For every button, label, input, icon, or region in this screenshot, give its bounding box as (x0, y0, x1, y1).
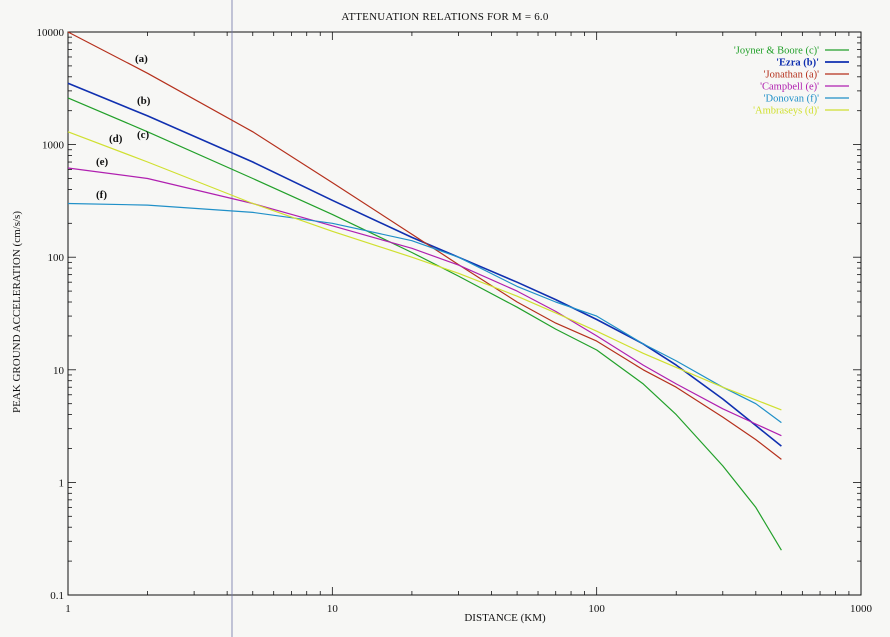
legend-label: 'Campbell (e)' (760, 82, 819, 93)
curve-label-c: (c) (137, 129, 150, 141)
series-line-f (67, 202, 782, 424)
legend-label: 'Ezra (b)' (776, 58, 819, 69)
y-tick-label: 100 (48, 252, 65, 264)
series-line-e (67, 167, 782, 437)
series-line-c (67, 97, 782, 551)
x-tick-label: 10 (327, 603, 339, 615)
y-tick-label: 1 (59, 477, 65, 489)
x-tick-label: 1000 (850, 603, 873, 615)
legend-label: 'Jonathan (a)' (764, 70, 819, 81)
y-tick-label: 1000 (42, 140, 65, 152)
series-line-a (67, 31, 782, 460)
x-tick-label: 100 (588, 603, 605, 615)
curve-label-f: (f) (96, 189, 107, 201)
curve-label-a: (a) (135, 53, 148, 65)
series-line-b (67, 82, 782, 447)
plot-frame (67, 31, 862, 596)
series-layer (67, 31, 782, 551)
y-tick-label: 0.1 (50, 590, 64, 602)
curve-labels: (c) (b) (a) (e) (f) (d) (96, 53, 151, 201)
series-line-d (67, 131, 782, 411)
axis-ticks (67, 32, 861, 596)
curve-label-e: (e) (96, 156, 109, 168)
x-tick-label: 1 (65, 603, 71, 615)
legend: 'Joyner & Boore (c)''Ezra (b)''Jonathan … (734, 46, 849, 117)
y-tick-label: 10000 (37, 27, 65, 39)
curve-label-b: (b) (137, 95, 151, 107)
x-axis-label: DISTANCE (KM) (464, 612, 546, 624)
legend-label: 'Donovan (f)' (764, 94, 819, 105)
y-tick-label: 10 (53, 365, 65, 377)
chart-title: ATTENUATION RELATIONS FOR M = 6.0 (341, 11, 549, 23)
curve-label-d: (d) (109, 133, 123, 145)
legend-label: 'Ambraseys (d)' (753, 106, 819, 117)
legend-label: 'Joyner & Boore (c)' (734, 46, 819, 57)
